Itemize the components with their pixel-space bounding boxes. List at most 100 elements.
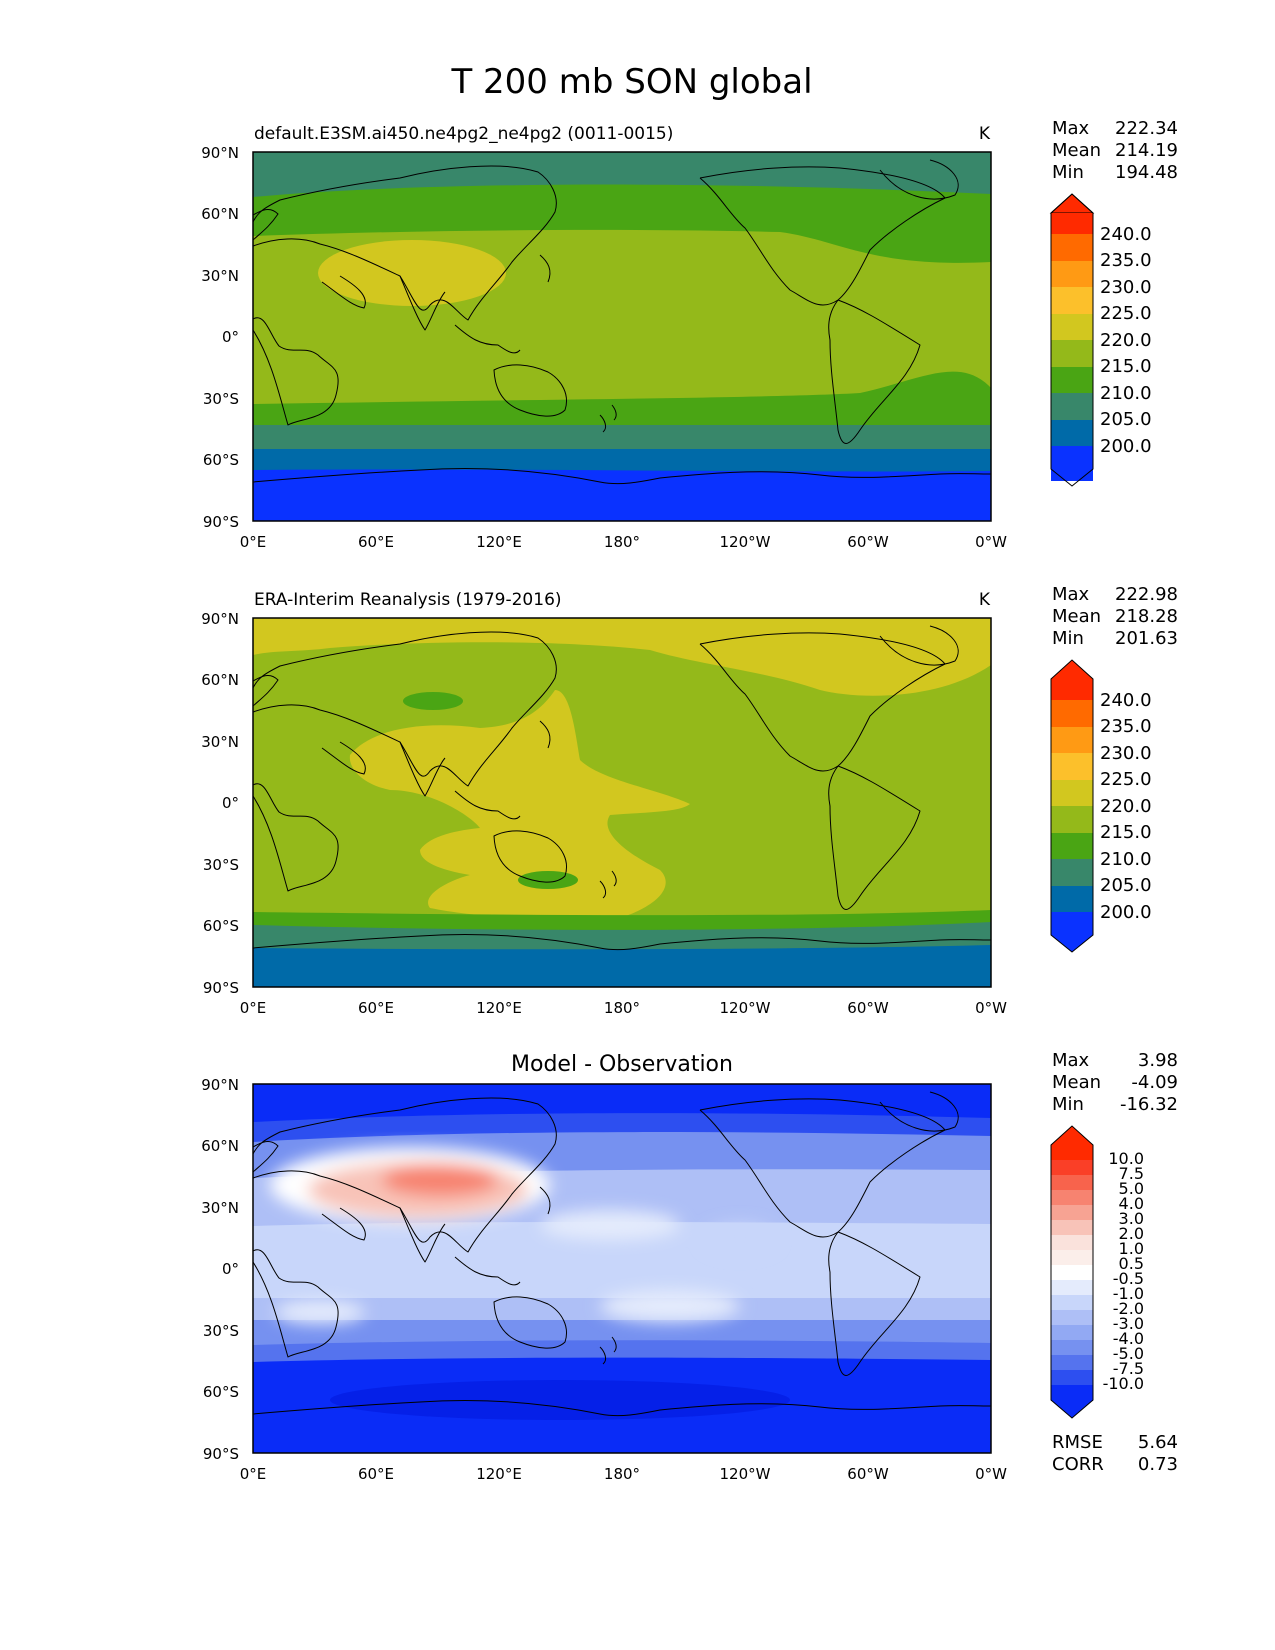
panel-test-units: K: [979, 124, 991, 144]
coast-eurasia: [253, 1097, 557, 1253]
colorbar-tick: 235.0: [1100, 716, 1152, 737]
colorbar-tick: -10.0: [1103, 1374, 1144, 1393]
coast-south-america: [828, 299, 921, 444]
y-tick-label: 90°N: [201, 1076, 239, 1094]
panel-difference-metrics: RMSE 5.64 CORR 0.73: [1052, 1432, 1178, 1475]
panel-reference-frame: [252, 617, 992, 988]
x-tick-label: 120°E: [476, 533, 522, 551]
colorbar-segment: [1051, 1250, 1093, 1266]
x-tick-label: 120°W: [720, 533, 771, 551]
sh-cold-core: [330, 1380, 790, 1420]
colorbar-tick: 205.0: [1100, 409, 1152, 430]
coast-greenland: [879, 625, 959, 666]
x-tick-label: 120°E: [476, 999, 522, 1017]
coast-antarctica: [253, 934, 991, 951]
panel-test-colorbar: 240.0 235.0 230.0 225.0 220.0 215.0 210.…: [1049, 193, 1152, 487]
colorbar-tick: 4.0: [1119, 1194, 1144, 1213]
colorbar-tick: -3.0: [1113, 1314, 1144, 1333]
colorbar-segment: [1051, 1280, 1093, 1296]
panel-test-stats: Max 222.34 Mean 214.19 Min 194.48: [1052, 118, 1178, 183]
coast-north-america: [699, 166, 946, 306]
colorbar-segment: [1051, 1175, 1093, 1191]
y-tick-label: 90°S: [203, 1445, 239, 1463]
colorbar-bottom-arrow: [1051, 935, 1093, 952]
x-tick-label: 0°E: [240, 999, 267, 1017]
coastlines: [253, 1091, 991, 1417]
colorbar-segment: [1051, 1220, 1093, 1236]
x-tick-label: 60°W: [847, 533, 889, 551]
coast-india: [399, 741, 446, 797]
y-tick-label: 60°N: [201, 205, 239, 223]
panel-test: default.E3SM.ai450.ne4pg2_ne4pg2 (0011-0…: [201, 118, 1178, 551]
colorbar-segment: [1051, 806, 1093, 833]
colorbar-segment: [1051, 367, 1093, 394]
stat-value: 201.63: [1115, 628, 1178, 649]
stat-value: 3.98: [1138, 1050, 1178, 1071]
colorbar-tick: 210.0: [1100, 383, 1152, 404]
panel-test-map: [253, 152, 991, 521]
colorbar-tick: 3.0: [1119, 1209, 1144, 1228]
colorbar-tick: 230.0: [1100, 277, 1152, 298]
colorbar-tick: -2.0: [1113, 1299, 1144, 1318]
colorbar-bottom-arrow: [1051, 1400, 1093, 1418]
x-tick-label: 60°E: [358, 1465, 394, 1483]
x-tick-label: 60°E: [358, 533, 394, 551]
colorbar-top-arrow: [1051, 660, 1093, 679]
stat-value: 218.28: [1115, 606, 1178, 627]
colorbar-tick: 235.0: [1100, 250, 1152, 271]
x-tick-label: 120°E: [476, 1465, 522, 1483]
panel-reference-colorbar: 240.0 235.0 230.0 225.0 220.0 215.0 210.…: [1050, 659, 1152, 953]
x-tick-label: 0°W: [975, 999, 1007, 1017]
x-tick-label: 120°W: [720, 999, 771, 1017]
panel-reference: ERA-Interim Reanalysis (1979-2016) K: [201, 584, 1178, 1017]
colorbar-tick: 225.0: [1100, 769, 1152, 790]
colorbar-segment: [1051, 1370, 1093, 1386]
colorbar-tick: 210.0: [1100, 849, 1152, 870]
y-tick-label: 90°S: [203, 979, 239, 997]
colorbar-segment: [1051, 1265, 1093, 1281]
coast-australia: [493, 1296, 567, 1349]
metric-value: 5.64: [1138, 1432, 1178, 1453]
colorbar-tick: 5.0: [1119, 1179, 1144, 1198]
y-tick-label: 30°S: [203, 856, 239, 874]
metric-label: CORR: [1052, 1454, 1104, 1475]
panel-reference-map: [253, 618, 991, 987]
colorbar-segment: [1051, 1310, 1093, 1326]
y-tick-label: 0°: [222, 794, 239, 812]
x-tick-label: 0°W: [975, 1465, 1007, 1483]
y-tick-label: 30°S: [203, 390, 239, 408]
colorbar-tick: 215.0: [1100, 356, 1152, 377]
colorbar-tick: -7.5: [1113, 1359, 1144, 1378]
colorbar-segment: [1051, 393, 1093, 420]
central-asia-warm-anomaly: [270, 1147, 550, 1223]
panel-difference-colorbar: 10.0 7.5 5.0 4.0 3.0 2.0 1.0 0.5 -0.5 -1…: [1050, 1125, 1144, 1419]
panel-difference-stats: Max 3.98 Mean -4.09 Min -16.32: [1052, 1050, 1178, 1115]
coast-greenland: [879, 159, 959, 200]
coast-arabia: [321, 275, 366, 309]
colorbar-segment: [1051, 287, 1093, 314]
metric-label: RMSE: [1052, 1432, 1103, 1453]
colorbar-tick: -5.0: [1113, 1344, 1144, 1363]
coast-antarctica: [253, 1400, 991, 1417]
stat-label: Max: [1052, 584, 1090, 605]
coastlines: [253, 159, 991, 485]
colorbar-segment: [1051, 1385, 1093, 1401]
coast-seasia: [454, 1256, 521, 1286]
x-tick-label: 120°W: [720, 1465, 771, 1483]
panel-difference-map: [253, 1084, 991, 1453]
colorbar-outline: [1050, 1125, 1094, 1419]
colorbar-tick: 240.0: [1100, 690, 1152, 711]
colorbar-tick: -4.0: [1113, 1329, 1144, 1348]
stat-value: -4.09: [1131, 1072, 1178, 1093]
colorbar-tick: -1.0: [1113, 1284, 1144, 1303]
y-tick-label: 30°N: [201, 267, 239, 285]
colorbar-segment: [1051, 420, 1093, 447]
coast-japan: [539, 720, 551, 749]
coast-india: [399, 275, 446, 331]
colorbar-tick: 225.0: [1100, 303, 1152, 324]
coast-india: [399, 1207, 446, 1263]
x-tick-label: 0°E: [240, 533, 267, 551]
colorbar-segment: [1051, 1205, 1093, 1221]
colorbar-segment: [1051, 833, 1093, 860]
colorbar-segment: [1051, 859, 1093, 886]
